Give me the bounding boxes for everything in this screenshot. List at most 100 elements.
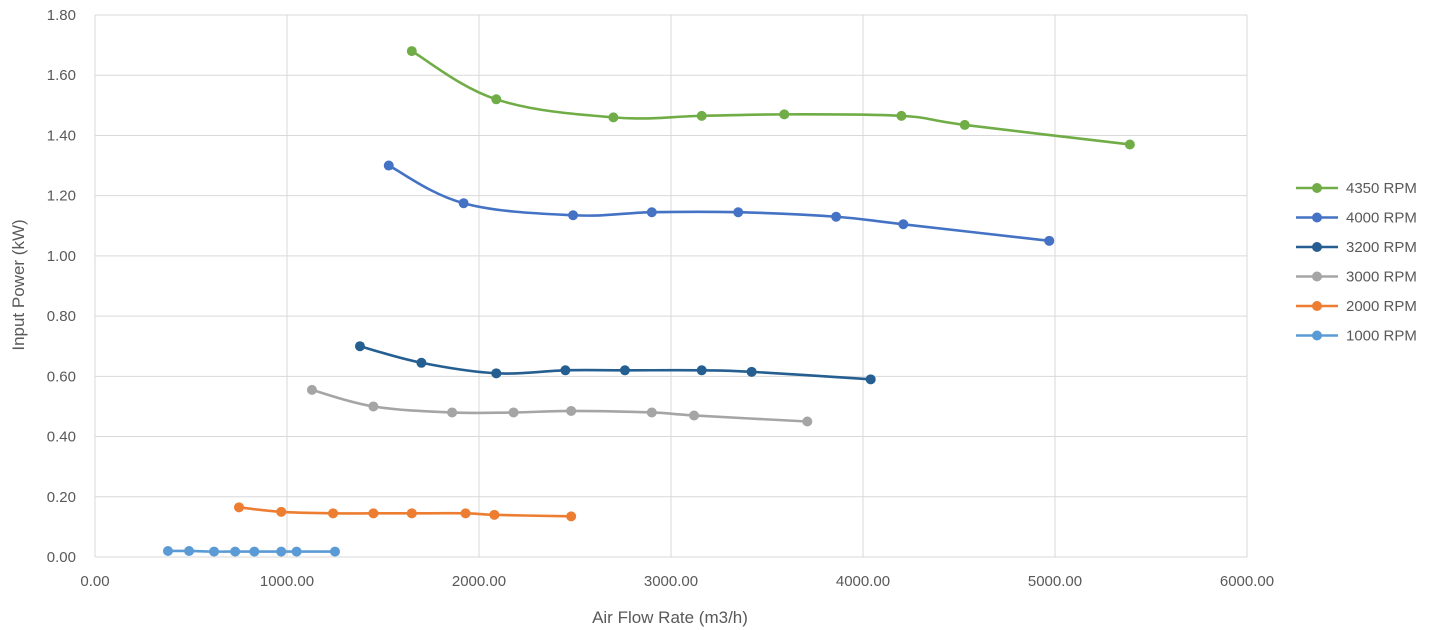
data-point	[608, 112, 619, 123]
data-point	[896, 110, 907, 121]
data-point	[460, 508, 471, 519]
data-point	[779, 109, 790, 120]
legend-swatch-marker	[1312, 271, 1322, 282]
legend-item: 2000 RPM	[1296, 298, 1417, 315]
data-point	[406, 46, 417, 57]
data-point	[230, 546, 241, 557]
data-point	[276, 506, 287, 517]
legend-label: 1000 RPM	[1346, 328, 1417, 345]
data-point	[1124, 139, 1135, 150]
data-point	[560, 365, 571, 376]
x-axis-title: Air Flow Rate (m3/h)	[592, 608, 748, 627]
series-1000-rpm	[162, 545, 340, 557]
data-point	[865, 374, 876, 385]
data-point	[746, 366, 757, 377]
x-tick-label: 3000.00	[644, 573, 698, 590]
legend-label: 4000 RPM	[1346, 210, 1417, 227]
legend-item: 4350 RPM	[1296, 180, 1417, 197]
data-point	[646, 207, 657, 218]
series-lines	[162, 46, 1135, 557]
x-tick-label: 0.00	[80, 573, 109, 590]
y-tick-label: 0.80	[47, 308, 76, 325]
data-point	[802, 416, 813, 427]
data-point	[162, 545, 173, 556]
x-tick-label: 4000.00	[836, 573, 890, 590]
data-point	[291, 546, 302, 557]
legend-swatch-marker	[1312, 183, 1322, 193]
data-point	[249, 546, 260, 557]
legend: 4350 RPM 4000 RPM 3200 RPM 3000 RPM 2000 RPM…	[1296, 180, 1417, 345]
series-3000-rpm	[306, 384, 813, 427]
data-point	[276, 546, 287, 557]
data-point	[508, 407, 519, 418]
data-point	[184, 545, 195, 556]
legend-label: 2000 RPM	[1346, 298, 1417, 315]
data-point	[831, 211, 842, 222]
data-point	[306, 384, 317, 395]
x-tick-label: 2000.00	[452, 573, 506, 590]
y-tick-label: 1.40	[47, 127, 76, 144]
data-point	[416, 357, 427, 368]
series-line	[358, 344, 872, 381]
y-tick-label: 1.80	[47, 7, 76, 24]
data-point	[646, 407, 657, 418]
x-tick-label: 6000.00	[1220, 573, 1274, 590]
y-axis-title: Input Power (kW)	[9, 219, 28, 350]
data-point	[566, 511, 577, 522]
legend-label: 3000 RPM	[1346, 269, 1417, 286]
y-tick-label: 0.20	[47, 489, 76, 506]
series-line	[310, 388, 809, 423]
x-tick-label: 1000.00	[260, 573, 314, 590]
y-tick-label: 1.60	[47, 67, 76, 84]
data-point	[696, 365, 707, 376]
data-point	[619, 365, 630, 376]
gridlines	[94, 14, 1248, 558]
data-point	[458, 198, 469, 209]
legend-swatch-marker	[1312, 330, 1322, 341]
y-tick-label: 1.20	[47, 188, 76, 205]
data-point	[696, 110, 707, 121]
series-line	[387, 164, 1051, 243]
data-point	[330, 546, 340, 557]
series-line	[410, 49, 1132, 146]
legend-label: 4350 RPM	[1346, 180, 1417, 197]
data-point	[566, 405, 577, 416]
data-point	[491, 94, 502, 105]
legend-item: 1000 RPM	[1296, 328, 1417, 345]
y-tick-label: 0.40	[47, 429, 76, 446]
legend-item: 3000 RPM	[1296, 269, 1417, 286]
data-point	[491, 368, 502, 379]
y-tick-label: 0.00	[47, 549, 76, 566]
series-2000-rpm	[234, 502, 577, 522]
x-tick-label: 5000.00	[1028, 573, 1082, 590]
series-4000-rpm	[383, 160, 1055, 246]
legend-swatch-marker	[1312, 242, 1322, 252]
data-point	[1044, 235, 1055, 246]
data-point	[689, 410, 700, 421]
legend-swatch-marker	[1312, 212, 1322, 223]
data-point	[447, 407, 458, 418]
data-point	[368, 401, 379, 412]
series-3200-rpm	[354, 341, 876, 385]
data-point	[568, 210, 579, 221]
legend-item: 3200 RPM	[1296, 239, 1417, 256]
data-point	[234, 502, 244, 513]
data-point	[733, 207, 744, 218]
y-tick-label: 1.00	[47, 248, 76, 265]
series-4350-rpm	[406, 46, 1135, 150]
data-point	[959, 119, 970, 130]
data-point	[209, 546, 220, 557]
y-tick-label: 0.60	[47, 368, 76, 385]
data-point	[368, 508, 379, 519]
data-point	[898, 219, 909, 230]
data-point	[354, 341, 365, 352]
data-point	[489, 509, 500, 520]
data-point	[328, 508, 339, 519]
data-point	[383, 160, 394, 171]
axes: 0.00 1000.00 2000.00 3000.00 4000.00 5000.00 6…	[47, 7, 1274, 590]
legend-label: 3200 RPM	[1346, 239, 1417, 256]
series-line	[237, 506, 573, 518]
legend-swatch-marker	[1312, 301, 1322, 311]
